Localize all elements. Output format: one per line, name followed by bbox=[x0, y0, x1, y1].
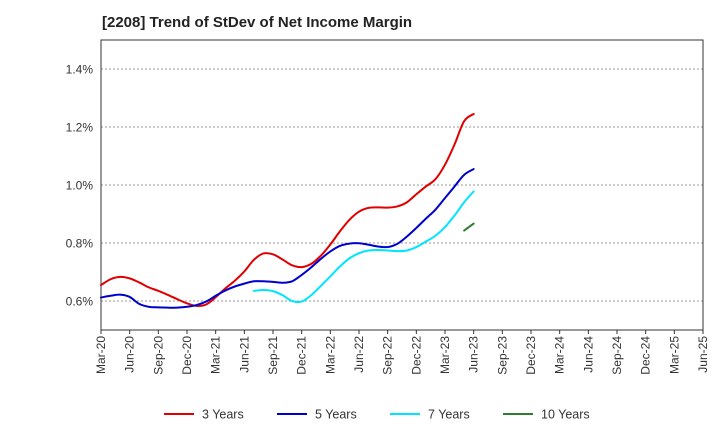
y-tick-label: 0.8% bbox=[66, 237, 94, 251]
x-tick-label: Jun-22 bbox=[352, 336, 366, 373]
x-tick-label: Jun-20 bbox=[123, 336, 137, 373]
legend-label-10-years: 10 Years bbox=[541, 408, 590, 422]
x-tick-label: Dec-22 bbox=[409, 336, 423, 375]
y-tick-label: 1.2% bbox=[66, 121, 94, 135]
y-tick-label: 0.6% bbox=[66, 295, 94, 309]
x-tick-label: Jun-21 bbox=[237, 336, 251, 373]
x-tick-label: Dec-20 bbox=[180, 336, 194, 375]
series-line-7-years bbox=[252, 190, 475, 304]
x-tick-label: Mar-23 bbox=[438, 336, 452, 374]
series-line-5-years bbox=[100, 168, 475, 309]
x-tick-label: Sep-23 bbox=[495, 336, 509, 375]
x-tick-label: Jun-25 bbox=[696, 336, 710, 373]
legend: 3 Years 5 Years 7 Years 10 Years bbox=[164, 408, 590, 422]
x-tick-label: Mar-25 bbox=[667, 336, 681, 374]
series-lines bbox=[100, 112, 475, 309]
legend-label-5-years: 5 Years bbox=[315, 408, 357, 422]
series-line-10-years bbox=[463, 222, 475, 232]
x-tick-label: Jun-23 bbox=[467, 336, 481, 373]
x-tick-label: Dec-23 bbox=[524, 336, 538, 375]
x-tick-label: Mar-24 bbox=[553, 336, 567, 374]
x-tick-label: Sep-22 bbox=[381, 336, 395, 375]
y-tick-label: 1.4% bbox=[66, 63, 94, 77]
x-tick-label: Mar-20 bbox=[94, 336, 108, 374]
chart-title: [2208] Trend of StDev of Net Income Marg… bbox=[102, 14, 413, 31]
legend-label-3-years: 3 Years bbox=[202, 408, 244, 422]
y-tick-label: 1.0% bbox=[66, 179, 94, 193]
plot-frame bbox=[100, 39, 704, 331]
x-tick-label: Mar-22 bbox=[323, 336, 337, 374]
x-tick-label: Sep-20 bbox=[151, 336, 165, 375]
x-tick-label: Dec-24 bbox=[639, 336, 653, 375]
x-tick-label: Sep-21 bbox=[266, 336, 280, 375]
x-tick-label: Dec-21 bbox=[295, 336, 309, 375]
grid-lines bbox=[101, 68, 703, 302]
x-tick-label: Sep-24 bbox=[610, 336, 624, 375]
x-tick-label: Mar-21 bbox=[209, 336, 223, 374]
axes: 0.6% 0.8% 1.0% 1.2% 1.4% Mar-20 Jun-20 Sep-20 De… bbox=[66, 39, 710, 375]
x-tick-label: Jun-24 bbox=[581, 336, 595, 373]
legend-label-7-years: 7 Years bbox=[428, 408, 470, 422]
series-line-3-years bbox=[100, 112, 475, 307]
